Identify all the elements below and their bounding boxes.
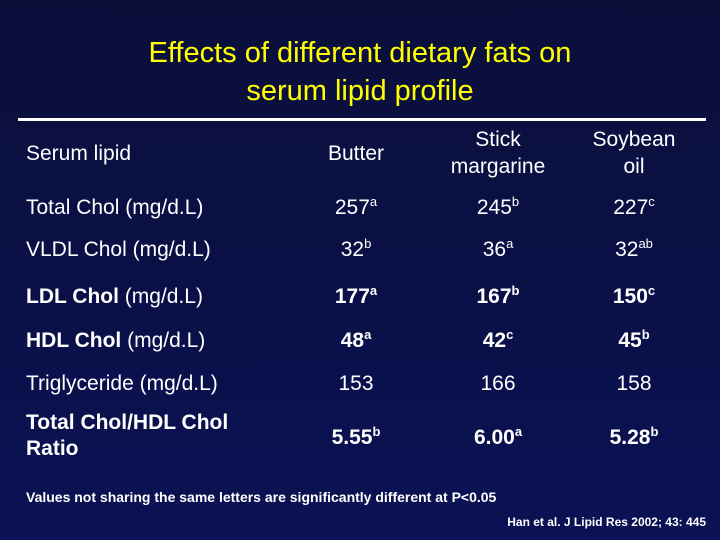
table-row: LDL Chol (mg/d.L) 177a 167b 150c	[0, 283, 720, 325]
margarine-number: 36	[482, 238, 507, 261]
soybean-value: 150c	[574, 283, 694, 309]
margarine-number: 42	[482, 329, 507, 352]
butter-letter: a	[369, 283, 378, 298]
butter-value: 5.55b	[296, 424, 416, 450]
soybean-value: 45b	[574, 327, 694, 353]
butter-number: 153	[338, 372, 374, 395]
margarine-value: 6.00a	[438, 424, 558, 450]
row-label: Triglyceride (mg/d.L)	[26, 372, 218, 396]
soybean-value: 227c	[574, 194, 694, 220]
row-label-name: HDL Chol	[26, 329, 122, 352]
row-label-unit: (mg/d.L)	[119, 196, 204, 219]
margarine-value: 36a	[438, 236, 558, 262]
header-soybean-oil-line2: oil	[623, 155, 645, 178]
header-butter: Butter	[327, 142, 385, 165]
butter-letter: a	[369, 194, 378, 209]
header-stick-margarine: Stick margarine	[428, 126, 568, 180]
butter-number: 32	[340, 238, 365, 261]
margarine-letter: c	[506, 327, 514, 342]
table-row: Total Chol (mg/d.L) 257a 245b 227c	[0, 194, 720, 236]
butter-value: 177a	[296, 283, 416, 309]
margarine-value: 245b	[438, 194, 558, 220]
soybean-letter: c	[648, 194, 655, 209]
row-label: Total Chol/HDL Chol Ratio	[26, 410, 228, 462]
margarine-value: 167b	[438, 283, 558, 309]
soybean-value: 158	[574, 372, 694, 396]
soybean-letter: c	[647, 283, 656, 298]
butter-number: 5.55	[331, 426, 373, 449]
row-label-name: VLDL Chol	[26, 238, 127, 261]
butter-number: 257	[334, 196, 370, 219]
citation: Han et al. J Lipid Res 2002; 43: 445	[507, 515, 706, 529]
table-row: VLDL Chol (mg/d.L) 32b 36a 32ab	[0, 236, 720, 278]
row-label-line2: Ratio	[26, 437, 79, 460]
margarine-value: 166	[438, 372, 558, 396]
row-label-name: LDL Chol	[26, 285, 119, 308]
header-stick-margarine-line2: margarine	[450, 155, 546, 178]
butter-number: 48	[340, 329, 365, 352]
margarine-letter: a	[514, 424, 523, 439]
header-soybean-oil: Soybean oil	[564, 126, 704, 180]
butter-value: 48a	[296, 327, 416, 353]
butter-letter: b	[372, 424, 381, 439]
header-serum-lipid: Serum lipid	[26, 142, 132, 165]
header-soybean-oil-line1: Soybean	[592, 128, 676, 151]
soybean-value: 32ab	[574, 236, 694, 262]
soybean-number: 158	[616, 372, 652, 395]
margarine-number: 6.00	[473, 426, 515, 449]
soybean-number: 45	[618, 329, 642, 352]
row-label-unit: (mg/d.L)	[126, 238, 211, 261]
table-row: Triglyceride (mg/d.L) 153 166 158	[0, 372, 720, 412]
slide-title-line1: Effects of different dietary fats on	[148, 37, 572, 69]
table-row: HDL Chol (mg/d.L) 48a 42c 45b	[0, 327, 720, 369]
margarine-number: 167	[476, 285, 512, 308]
soybean-letter: b	[650, 424, 659, 439]
header-stick-margarine-line1: Stick	[475, 128, 521, 151]
row-label: VLDL Chol (mg/d.L)	[26, 238, 211, 262]
row-label-line1: Total Chol/HDL Chol	[26, 411, 229, 434]
soybean-number: 227	[613, 196, 649, 219]
margarine-number: 166	[480, 372, 516, 395]
header-divider	[18, 118, 706, 121]
margarine-number: 245	[476, 196, 512, 219]
row-label: Total Chol (mg/d.L)	[26, 196, 203, 220]
margarine-letter: b	[511, 194, 520, 209]
soybean-number: 150	[612, 285, 648, 308]
row-label-unit: (mg/d.L)	[118, 285, 203, 308]
row-label-name: Triglyceride	[26, 372, 134, 395]
margarine-letter: b	[511, 283, 520, 298]
row-label: LDL Chol (mg/d.L)	[26, 285, 203, 309]
butter-value: 257a	[296, 194, 416, 220]
butter-letter: a	[364, 327, 372, 342]
table-row: Total Chol/HDL Chol Ratio 5.55b 6.00a 5.…	[0, 410, 720, 470]
soybean-letter: b	[641, 327, 650, 342]
slide-title: Effects of different dietary fats on ser…	[0, 34, 720, 110]
butter-value: 32b	[296, 236, 416, 262]
margarine-value: 42c	[438, 327, 558, 353]
row-label: HDL Chol (mg/d.L)	[26, 329, 205, 353]
margarine-letter: a	[506, 236, 514, 251]
row-label-name: Total Chol	[26, 196, 120, 219]
butter-letter: b	[364, 236, 372, 251]
butter-number: 177	[334, 285, 370, 308]
row-label-unit: (mg/d.L)	[133, 372, 218, 395]
significance-note: Values not sharing the same letters are …	[26, 489, 497, 505]
butter-value: 153	[296, 372, 416, 396]
soybean-letter: ab	[638, 236, 653, 251]
slide-title-line2: serum lipid profile	[246, 75, 474, 107]
soybean-number: 32	[615, 238, 639, 261]
row-label-unit: (mg/d.L)	[121, 329, 206, 352]
soybean-number: 5.28	[609, 426, 651, 449]
soybean-value: 5.28b	[574, 424, 694, 450]
